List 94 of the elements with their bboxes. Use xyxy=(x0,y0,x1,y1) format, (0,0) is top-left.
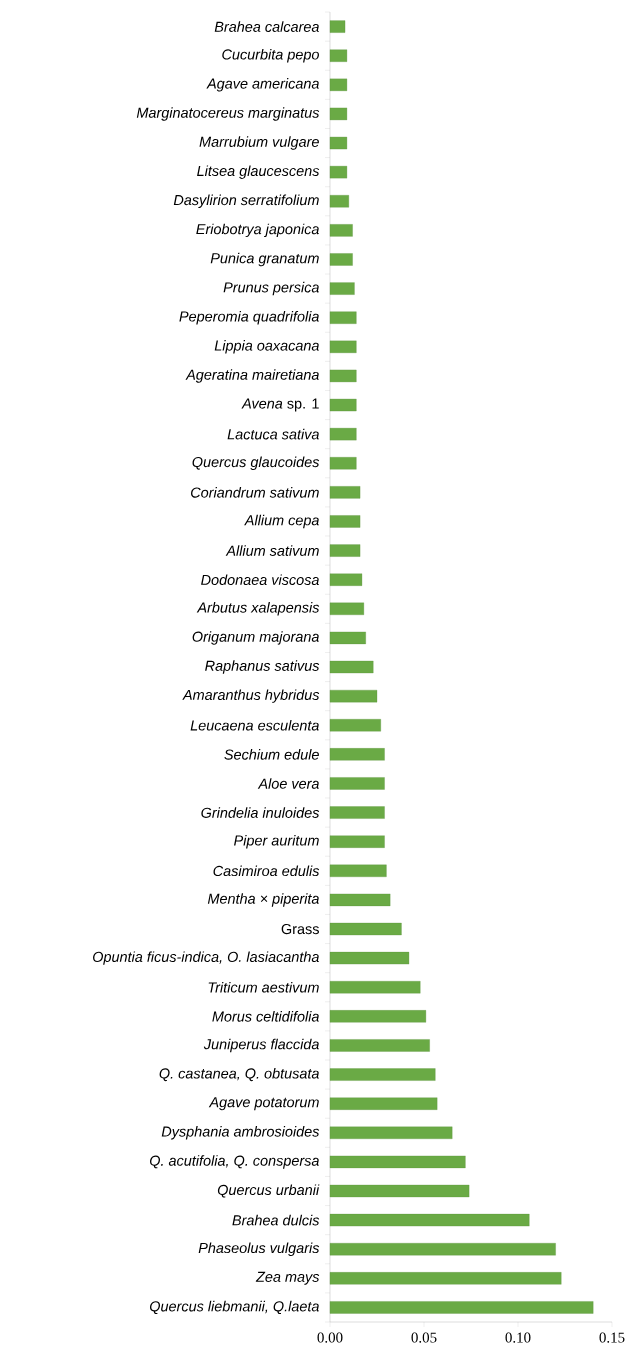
y-tick-label: Piper auritum xyxy=(234,834,319,849)
bar xyxy=(329,835,385,848)
bar xyxy=(329,1010,427,1023)
y-tick-label: Zea mays xyxy=(255,1271,320,1285)
y-tick-label: Q. acutifolia, Q. conspersa xyxy=(149,1155,319,1169)
y-tick-label: Quercus urbanii xyxy=(217,1184,320,1198)
bar xyxy=(329,602,364,615)
bar xyxy=(329,1184,470,1198)
y-tick-label: Juniperus flaccida xyxy=(203,1038,319,1053)
bar xyxy=(329,719,381,732)
bar xyxy=(329,922,402,936)
bar xyxy=(329,166,348,179)
y-tick-label: Grindelia inuloides xyxy=(201,807,320,818)
y-tick-label: Allium cepa xyxy=(244,514,319,529)
y-tick-label: Raphanus sativus xyxy=(205,660,320,674)
bar xyxy=(329,369,357,383)
bar xyxy=(329,1155,466,1169)
bar xyxy=(329,224,353,237)
y-tick-label: Lippia oaxacana xyxy=(214,340,319,354)
bar xyxy=(329,457,357,470)
y-tick-label: Opuntia ficus-indica, O. lasiacantha xyxy=(93,951,319,965)
bar xyxy=(329,1213,530,1227)
y-tick-label: Prunus persica xyxy=(223,281,319,296)
bar xyxy=(329,777,385,790)
y-tick-label: Mentha × piperita xyxy=(207,893,319,907)
bar xyxy=(329,981,421,994)
bar xyxy=(329,49,348,62)
bar xyxy=(329,1126,453,1139)
bar xyxy=(329,1243,556,1256)
y-tick-label: Marrubium vulgare xyxy=(199,136,319,150)
y-tick-label: Dasylirion serratifolium xyxy=(173,194,319,208)
y-tick-label: Quercus liebmanii, Q.laeta xyxy=(149,1300,319,1315)
bar xyxy=(329,428,357,441)
y-tick-label: Morus celtidifolia xyxy=(212,1011,319,1022)
y-tick-label: Q. castanea, Q. obtusata xyxy=(159,1067,319,1082)
bar xyxy=(329,689,378,703)
bar xyxy=(329,340,357,353)
bar xyxy=(329,748,385,761)
y-tick-label: Amaranthus hybridus xyxy=(182,689,320,703)
y-tick-label: Origanum majorana xyxy=(192,631,319,645)
y-tick-label: Peperomia quadrifolia xyxy=(179,310,319,325)
y-tick-label: Sechium edule xyxy=(224,749,319,760)
x-tick-label: 0.05 xyxy=(411,1332,437,1343)
y-tick-label: Arbutus xalapensis xyxy=(196,602,320,616)
y-tick-label: Eriobotrya japonica xyxy=(196,223,319,238)
bar xyxy=(329,1039,430,1052)
y-tick-label: Agave potatorum xyxy=(208,1097,319,1111)
bar xyxy=(329,631,366,645)
bar xyxy=(329,951,410,965)
bar xyxy=(329,1272,562,1285)
x-tick-label: 0.15 xyxy=(599,1332,625,1343)
bar xyxy=(329,573,363,586)
y-tick-label: Allium sativum xyxy=(225,545,319,556)
y-tick-label: Dysphania ambrosioides xyxy=(161,1126,320,1140)
y-tick-label: Lactuca sativa xyxy=(227,428,319,440)
y-tick-label: Agave americana xyxy=(206,78,319,92)
bar xyxy=(329,806,385,819)
bar xyxy=(329,78,348,91)
bar xyxy=(329,20,346,33)
y-tick-label: Phaseolus vulgaris xyxy=(198,1242,320,1256)
y-tick-label: Coriandrum sativum xyxy=(191,487,319,498)
y-tick-label: Quercus glaucoides xyxy=(192,456,320,470)
bar xyxy=(329,195,349,208)
y-tick-label: Brahea calcarea xyxy=(214,21,319,32)
y-tick-label: Ageratina mairetiana xyxy=(185,369,319,383)
bar xyxy=(329,660,374,674)
bar xyxy=(329,486,361,499)
y-tick-label: Cucurbita pepo xyxy=(222,48,319,63)
bar xyxy=(329,282,355,295)
bar xyxy=(329,311,357,324)
y-tick-label: Aloe vera xyxy=(257,778,319,789)
bar xyxy=(329,107,348,121)
y-tick-label: Punica granatum xyxy=(210,252,319,267)
bar xyxy=(329,136,348,150)
y-tick-label: Litsea glaucescens xyxy=(197,165,320,179)
bar xyxy=(329,864,387,877)
bar xyxy=(329,398,357,412)
y-tick-label: Brahea dulcis xyxy=(232,1214,320,1226)
bar xyxy=(329,1301,594,1314)
y-tick-label: Marginatocereus marginatus xyxy=(136,107,320,121)
bar xyxy=(329,1068,436,1081)
bar xyxy=(329,253,353,266)
bar xyxy=(329,1097,438,1110)
bar xyxy=(329,515,361,528)
bar xyxy=(329,893,391,907)
y-tick-label: Triticum aestivum xyxy=(208,981,319,993)
y-tick-label: Leucaena esculenta xyxy=(190,719,319,731)
bar xyxy=(329,544,361,557)
x-tick-label: 0.10 xyxy=(505,1332,531,1343)
y-tick-label: Dodonaea viscosa xyxy=(201,574,319,585)
y-tick-label: Grass xyxy=(281,923,319,935)
x-tick-label: 0.00 xyxy=(317,1332,343,1343)
y-tick-label: Avena sp. 1 xyxy=(241,398,319,412)
y-tick-label: Casimiroa edulis xyxy=(213,865,320,877)
